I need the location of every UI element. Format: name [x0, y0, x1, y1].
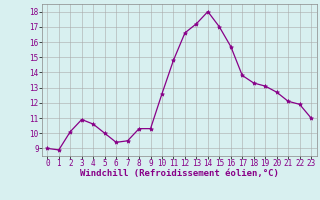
X-axis label: Windchill (Refroidissement éolien,°C): Windchill (Refroidissement éolien,°C)	[80, 169, 279, 178]
